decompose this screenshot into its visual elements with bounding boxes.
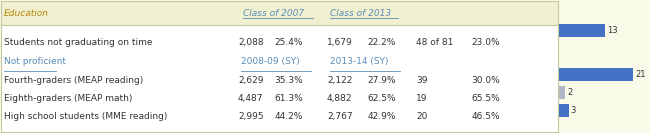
Text: 44.2%: 44.2% bbox=[274, 112, 302, 121]
Text: 39: 39 bbox=[416, 76, 428, 85]
Text: 22.2%: 22.2% bbox=[367, 38, 396, 47]
Text: 2: 2 bbox=[567, 88, 573, 97]
Text: 2,122: 2,122 bbox=[327, 76, 352, 85]
Text: 2,088: 2,088 bbox=[238, 38, 263, 47]
Text: Class of 2013: Class of 2013 bbox=[330, 9, 391, 18]
Text: Education: Education bbox=[4, 9, 49, 18]
Text: 19: 19 bbox=[416, 94, 428, 103]
Text: 27.9%: 27.9% bbox=[367, 76, 396, 85]
Text: 61.3%: 61.3% bbox=[274, 94, 303, 103]
Bar bbox=[1, 25, 558, 132]
Bar bbox=[558, 104, 569, 117]
Text: 2,629: 2,629 bbox=[238, 76, 263, 85]
Text: Not proficient: Not proficient bbox=[4, 57, 66, 66]
Text: 65.5%: 65.5% bbox=[472, 94, 500, 103]
Text: 21: 21 bbox=[636, 70, 646, 79]
Text: 25.4%: 25.4% bbox=[274, 38, 302, 47]
Text: 30.0%: 30.0% bbox=[472, 76, 500, 85]
Text: 35.3%: 35.3% bbox=[274, 76, 303, 85]
Text: 20: 20 bbox=[416, 112, 427, 121]
Text: 42.9%: 42.9% bbox=[367, 112, 396, 121]
Text: 2,767: 2,767 bbox=[327, 112, 352, 121]
Text: 46.5%: 46.5% bbox=[472, 112, 500, 121]
Text: 4,882: 4,882 bbox=[327, 94, 352, 103]
Text: High school students (MME reading): High school students (MME reading) bbox=[4, 112, 168, 121]
Text: 48 of 81: 48 of 81 bbox=[416, 38, 453, 47]
Bar bbox=[558, 68, 633, 81]
Text: 2008-09 (SY): 2008-09 (SY) bbox=[240, 57, 299, 66]
Text: Class of 2007: Class of 2007 bbox=[244, 9, 305, 18]
Text: 62.5%: 62.5% bbox=[367, 94, 396, 103]
Bar bbox=[558, 24, 605, 37]
Text: 2,995: 2,995 bbox=[238, 112, 263, 121]
Bar bbox=[1, 1, 558, 25]
Text: 3: 3 bbox=[571, 106, 576, 115]
Text: 4,487: 4,487 bbox=[238, 94, 263, 103]
Bar bbox=[558, 86, 565, 99]
Text: Students not graduating on time: Students not graduating on time bbox=[4, 38, 153, 47]
Text: 13: 13 bbox=[606, 26, 618, 35]
Text: 23.0%: 23.0% bbox=[472, 38, 500, 47]
Text: Eighth-graders (MEAP math): Eighth-graders (MEAP math) bbox=[4, 94, 133, 103]
Text: 2013-14 (SY): 2013-14 (SY) bbox=[330, 57, 388, 66]
Text: 1,679: 1,679 bbox=[327, 38, 353, 47]
Text: Fourth-graders (MEAP reading): Fourth-graders (MEAP reading) bbox=[4, 76, 144, 85]
